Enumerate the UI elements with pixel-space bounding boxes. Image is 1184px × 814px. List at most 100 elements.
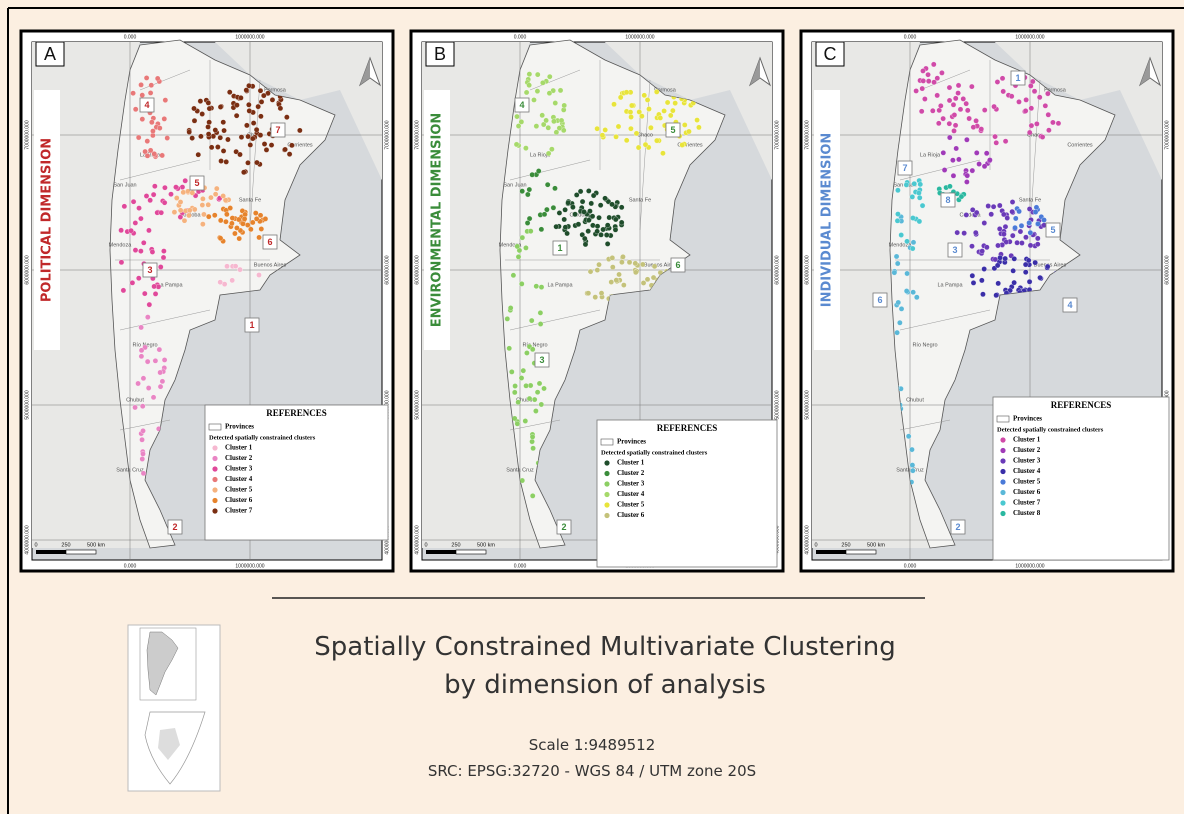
cluster-marker: 8 [945, 195, 950, 205]
legend-box [596, 419, 778, 568]
cluster-point [529, 171, 535, 178]
cluster-point [577, 188, 584, 195]
cluster-point [510, 272, 517, 279]
cluster-point [946, 120, 953, 127]
cluster-point [527, 382, 534, 389]
cluster-point [148, 82, 155, 88]
cluster-point [894, 329, 900, 336]
cluster-point [533, 283, 540, 289]
cluster-point [553, 129, 560, 136]
cluster-point [236, 235, 242, 242]
cluster-point [147, 197, 153, 203]
province-name: La Rioja [140, 152, 161, 158]
cluster-point [220, 193, 226, 199]
cluster-point [953, 145, 959, 152]
cluster-point [997, 202, 1003, 209]
cluster-point [596, 214, 602, 221]
cluster-point [621, 282, 627, 288]
cluster-marker-box [552, 240, 568, 256]
cluster-point [515, 399, 521, 405]
cluster-point [994, 262, 1001, 269]
cluster-point [582, 241, 589, 248]
cluster-point [973, 229, 979, 236]
province-name: Santa Fe [1019, 197, 1041, 203]
cluster-point [633, 269, 639, 276]
cluster-point [144, 138, 151, 144]
cluster-point [253, 210, 259, 216]
legend-swatch [212, 455, 218, 462]
cluster-point [265, 90, 271, 97]
province-name: Santa Cruz [896, 467, 924, 473]
legend-entry: Cluster 3 [1013, 457, 1041, 465]
cluster-point [229, 220, 235, 227]
cluster-point [1023, 234, 1029, 240]
cluster-point [947, 134, 953, 141]
cluster-point [140, 470, 147, 477]
cluster-point [1033, 204, 1040, 211]
cluster-point [664, 99, 671, 106]
cluster-point [995, 280, 1001, 287]
cluster-point [973, 118, 979, 124]
province-border [139, 69, 191, 91]
cluster-point [262, 216, 269, 222]
cluster-point [950, 101, 957, 108]
cluster-marker: 3 [952, 245, 957, 255]
cluster-marker: 1 [249, 320, 254, 330]
province-border [899, 309, 991, 331]
cluster-point [990, 203, 997, 210]
cluster-point [162, 184, 168, 191]
cluster-point [600, 226, 606, 233]
cluster-point [198, 133, 204, 140]
cluster-point [534, 88, 541, 94]
cluster-point [931, 79, 937, 85]
cluster-marker: 1 [557, 243, 562, 253]
cluster-marker: 3 [539, 355, 544, 365]
cluster-point [556, 125, 563, 131]
province-border [509, 159, 591, 181]
cluster-point [956, 156, 962, 163]
cluster-point [979, 277, 985, 284]
cluster-point [969, 167, 976, 174]
province-name: Chubut [126, 397, 144, 403]
cluster-point [118, 227, 124, 234]
cluster-point [993, 140, 999, 146]
cluster-point [241, 216, 248, 222]
cluster-point [905, 433, 912, 440]
cluster-point [258, 226, 265, 232]
cluster-point [539, 112, 545, 119]
cluster-point [910, 467, 916, 474]
cluster-point [171, 209, 178, 215]
cluster-point [529, 434, 536, 440]
province-name: Formosa [264, 87, 287, 93]
legend-entry: Cluster 7 [1013, 499, 1041, 507]
panel-letter-box [425, 41, 455, 67]
cluster-point [995, 242, 1001, 249]
cluster-point [660, 150, 666, 156]
coord-label: 5000000.000 [24, 390, 30, 419]
cluster-point [895, 187, 901, 193]
cluster-point [139, 92, 145, 98]
province-name: Mendoza [889, 242, 913, 248]
cluster-point [543, 117, 549, 124]
cluster-point [232, 230, 238, 237]
cluster-point [561, 216, 567, 223]
cluster-point [1022, 269, 1029, 275]
cluster-marker: 5 [194, 178, 199, 188]
cluster-point [180, 189, 187, 196]
coord-label: 0.000 [124, 34, 137, 40]
cluster-point [991, 103, 997, 110]
cluster-point [919, 202, 926, 209]
cluster-point [1045, 112, 1052, 118]
cluster-point [507, 305, 514, 311]
cluster-point [118, 259, 125, 266]
legend-box [992, 396, 1170, 561]
cluster-point [157, 369, 163, 376]
cluster-point [1026, 206, 1033, 212]
cluster-point [518, 375, 525, 381]
cluster-point [1019, 240, 1025, 246]
cluster-point [212, 191, 219, 197]
cluster-point [224, 211, 230, 218]
legend-entry: Cluster 4 [225, 475, 253, 483]
legend-entry: Cluster 6 [225, 496, 253, 504]
cluster-point [191, 117, 198, 124]
